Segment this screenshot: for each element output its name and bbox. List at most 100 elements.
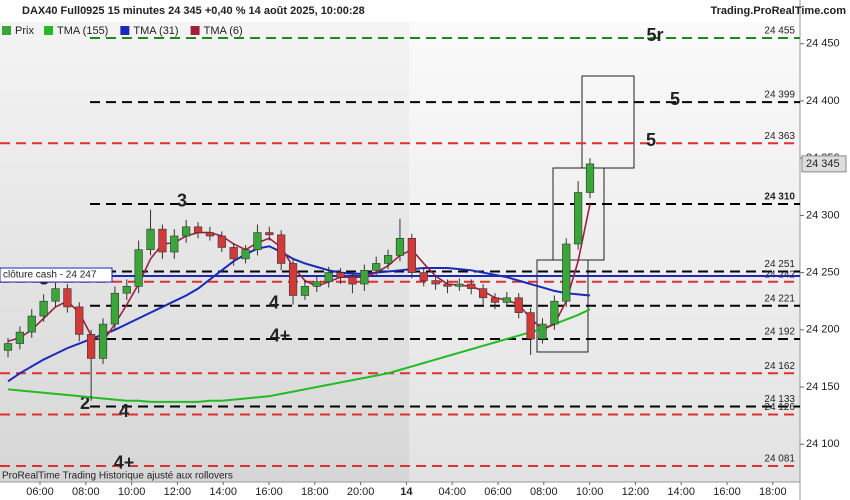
x-tick-label: 16:00	[255, 486, 283, 498]
candle-body	[514, 297, 523, 313]
candle-body	[265, 232, 274, 236]
candle-body	[490, 297, 500, 303]
footer: ProRealTime Trading Historique ajusté au…	[2, 471, 233, 482]
indicator-line	[7, 308, 591, 403]
source: Trading.ProRealTime.com	[710, 5, 846, 17]
candle-body	[253, 232, 262, 251]
x-tick-label: 18:00	[759, 486, 787, 498]
y-tick-label: 24 200	[806, 324, 840, 336]
x-tick-label: 08:00	[72, 486, 100, 498]
candle-body	[443, 283, 452, 287]
box	[581, 75, 635, 169]
legend-label: TMA (31)	[133, 25, 178, 37]
x-tick-label: 06:00	[26, 486, 54, 498]
candle-body	[63, 288, 72, 308]
legend-label: Prix	[15, 25, 34, 37]
candle-body	[170, 235, 179, 253]
x-tick-label: 14:00	[209, 486, 237, 498]
candle-body	[312, 281, 321, 287]
last-price-box	[801, 155, 847, 173]
candle-body	[585, 163, 595, 193]
level-label: 24 399	[764, 90, 795, 101]
legend-swatch	[2, 26, 11, 35]
level-label: 24 133	[764, 394, 795, 405]
candle-body	[75, 306, 84, 335]
level-tag: 5r	[646, 25, 663, 45]
y-tick-label: 24 250	[806, 267, 840, 279]
y-tick-label: 24 100	[806, 438, 840, 450]
y-tick-label: 24 150	[806, 381, 840, 393]
candle-body	[3, 343, 13, 351]
candle-body	[538, 323, 547, 340]
x-tick-label: 08:00	[530, 486, 558, 498]
chart-title: DAX40 Full0925 15 minutes 24 345 +0,40 %…	[22, 5, 365, 17]
x-tick-label: 18:00	[301, 486, 329, 498]
level-tag: 4	[119, 401, 129, 421]
level-tag: 4+	[270, 326, 291, 346]
x-tick-label: 06:00	[484, 486, 512, 498]
y-tick-label: 24 300	[806, 209, 840, 221]
level-label: 24 221	[764, 293, 795, 304]
level-tag: 2	[80, 393, 90, 413]
background	[0, 22, 409, 482]
x-tick-label: 10:00	[118, 486, 146, 498]
level-label: 24 455	[764, 26, 795, 37]
last-price-label: 24 345	[806, 158, 840, 170]
candle-body	[217, 235, 226, 248]
x-tick-label: 12:00	[622, 486, 650, 498]
candle-body	[51, 288, 60, 302]
candle-body	[395, 237, 405, 256]
level-label: 24 251	[764, 259, 795, 270]
candle-body	[348, 276, 357, 285]
candle-body	[467, 283, 476, 289]
candle-body	[110, 292, 119, 325]
candle-body	[87, 334, 96, 359]
legend: Prix TMA (155) TMA (31) TMA (6)	[2, 25, 243, 37]
candle-body	[193, 226, 203, 233]
level-label: 24 126	[764, 402, 795, 413]
candle-body	[146, 228, 155, 251]
candle-body	[205, 232, 215, 237]
candle-body	[182, 226, 191, 237]
x-tick-label: 04:00	[438, 486, 466, 498]
legend-label: TMA (6)	[204, 25, 243, 37]
candle-body	[277, 234, 286, 264]
x-tick-label: 12:00	[164, 486, 192, 498]
candle-body	[455, 283, 464, 287]
level-tag: 3	[177, 191, 187, 211]
candle-body	[383, 255, 393, 264]
candle-body	[134, 249, 143, 287]
level-label: 24 162	[764, 361, 795, 372]
candle-body	[336, 272, 345, 278]
candle-body	[574, 192, 583, 245]
candle-body	[300, 286, 310, 296]
legend-label: TMA (155)	[57, 25, 108, 37]
candle-body	[550, 300, 559, 325]
candle-body	[360, 270, 369, 285]
level-label: 24 192	[764, 327, 795, 338]
candle-body	[502, 297, 511, 303]
level-tag: 4	[269, 293, 279, 313]
x-tick-label: 14	[400, 486, 413, 498]
y-tick-label: 24 400	[806, 95, 840, 107]
candle-body	[15, 331, 24, 344]
candle-body	[288, 263, 298, 296]
level-label: 24 242	[764, 269, 795, 280]
x-tick-label: 14:00	[667, 486, 695, 498]
level-label: 24 081	[764, 454, 795, 465]
candle-body	[526, 312, 535, 340]
candle-body	[562, 243, 571, 302]
x-tick-label: 16:00	[713, 486, 741, 498]
cash-close-box	[0, 267, 113, 283]
candle-body	[229, 247, 238, 260]
legend-swatch	[120, 26, 130, 35]
candle-body	[407, 237, 416, 273]
level-tag: 5	[670, 89, 680, 109]
legend-swatch	[190, 26, 200, 35]
candle-body	[241, 249, 250, 260]
candle-body	[324, 272, 333, 283]
candle-body	[479, 288, 488, 299]
y-tick-label: 24 450	[806, 38, 840, 50]
candle-body	[122, 286, 131, 294]
